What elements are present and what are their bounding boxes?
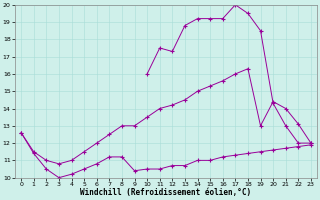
X-axis label: Windchill (Refroidissement éolien,°C): Windchill (Refroidissement éolien,°C) xyxy=(80,188,252,197)
